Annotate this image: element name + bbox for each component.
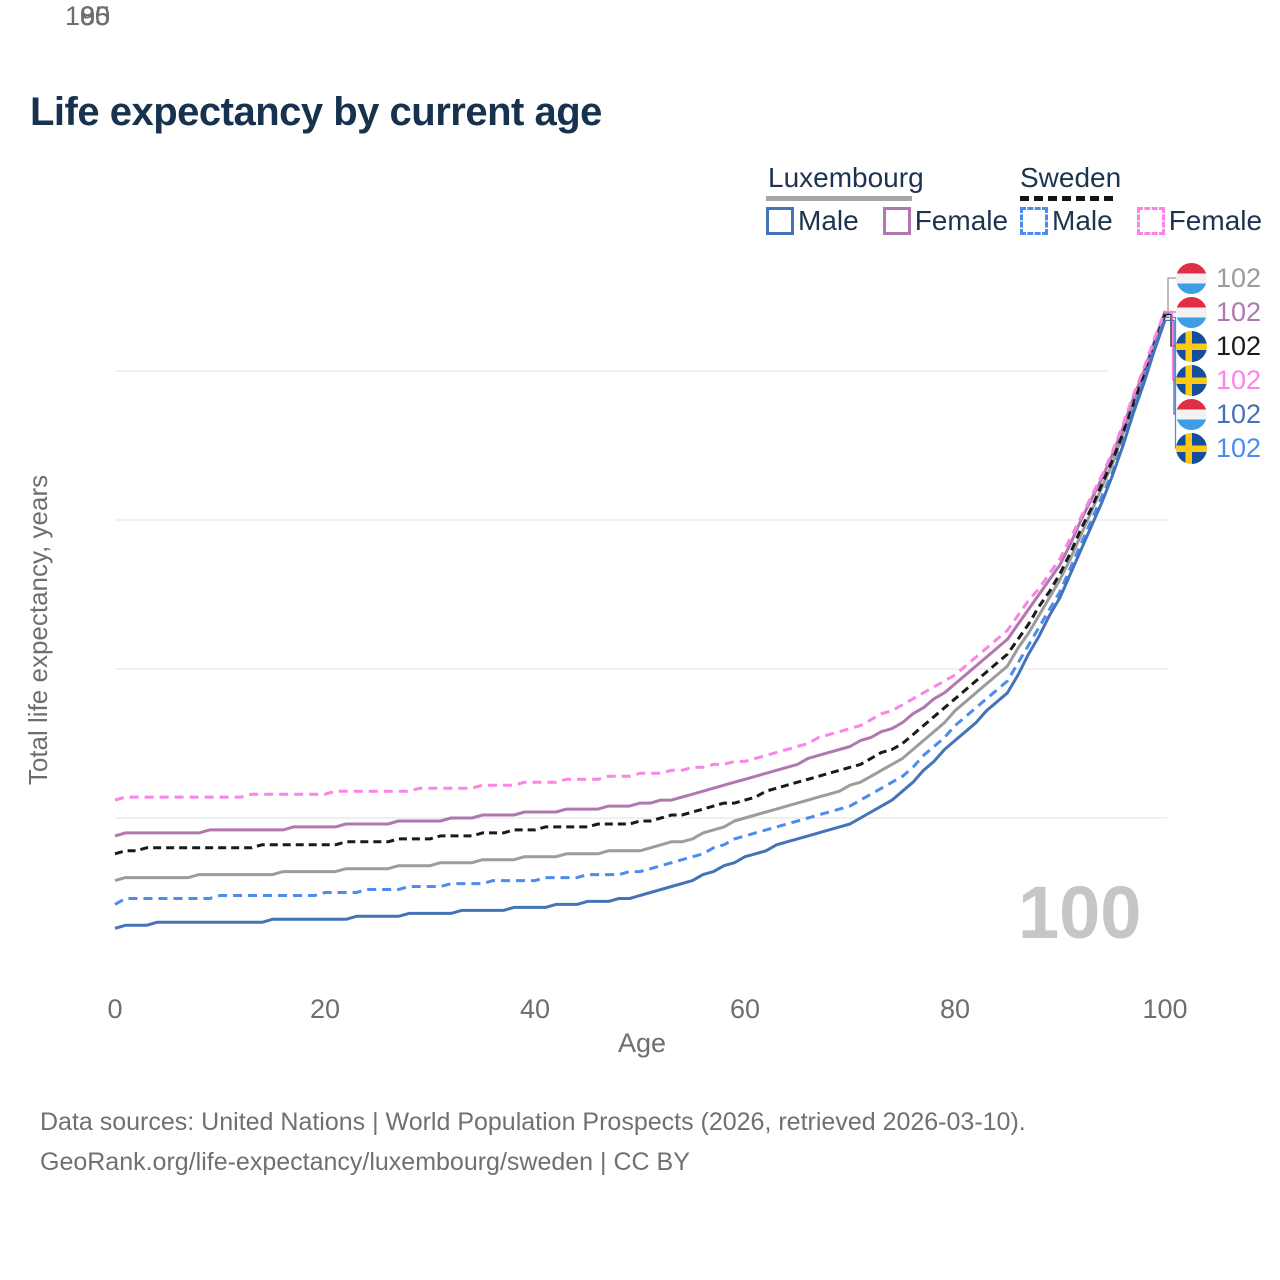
legend-item-sweden-male[interactable]: Male — [1020, 205, 1113, 237]
end-value: 102 — [1216, 330, 1262, 361]
sweden-female-swatch-icon — [1136, 207, 1165, 235]
y-tick-90: 90 — [79, 1, 110, 31]
x-tick-0: 0 — [107, 994, 123, 1024]
end-label-sweden-total: 102 — [1176, 329, 1261, 363]
legend-item-luxembourg-male[interactable]: Male — [766, 205, 859, 237]
x-tick-40: 40 — [519, 994, 551, 1024]
end-label-luxembourg-total: 102 — [1176, 261, 1261, 295]
end-value: 102 — [1216, 296, 1262, 327]
end-value: 102 — [1216, 432, 1262, 463]
data-sources-note: Data sources: United Nations | World Pop… — [40, 1108, 1026, 1136]
sweden-flag-icon — [1176, 330, 1207, 362]
end-label-sweden-female: 102 — [1176, 363, 1261, 397]
attribution-note: GeoRank.org/life-expectancy/luxembourg/s… — [40, 1148, 690, 1176]
x-tick-80: 80 — [939, 994, 971, 1024]
page-title: Life expectancy by current age — [30, 90, 602, 134]
sweden-male-swatch-icon — [1020, 207, 1048, 235]
luxembourg-flag-icon — [1176, 262, 1207, 294]
sweden-flag-icon — [1176, 364, 1207, 396]
chart-plot-area[interactable] — [0, 0, 1280, 1080]
luxembourg-male-swatch-icon — [766, 207, 794, 235]
end-label-sweden-male: 102 — [1176, 431, 1261, 465]
legend-label: Female — [1168, 205, 1263, 236]
end-value: 102 — [1216, 262, 1262, 293]
legend-row-sweden: Male Female — [1020, 205, 1280, 237]
luxembourg-female-swatch-icon — [882, 207, 911, 235]
legend-item-luxembourg-female[interactable]: Female — [882, 205, 1009, 237]
luxembourg-flag-icon — [1176, 398, 1207, 430]
legend-sweden-line-sample — [1020, 196, 1114, 201]
end-value: 102 — [1216, 364, 1262, 395]
y-tick-85: 85 — [79, 1, 110, 31]
hover-age-watermark: 100 — [1018, 871, 1142, 954]
luxembourg-flag-icon — [1176, 296, 1207, 328]
y-tick-95: 95 — [79, 1, 110, 31]
x-axis-label: Age — [617, 1028, 667, 1058]
x-tick-60: 60 — [729, 994, 761, 1024]
legend-group-luxembourg[interactable]: Luxembourg — [768, 162, 924, 193]
legend-row-luxembourg: Male Female — [766, 205, 1032, 237]
y-axis-label: Total life expectancy, years — [23, 474, 53, 786]
series-end-labels: 102 102 102 102 102 102 — [1176, 261, 1261, 465]
y-tick-100: 100 — [64, 1, 110, 31]
legend-luxembourg-line-sample — [766, 196, 912, 201]
legend-label: Female — [914, 205, 1009, 236]
x-tick-20: 20 — [309, 994, 341, 1024]
legend-label: Male — [798, 205, 859, 236]
legend-item-sweden-female[interactable]: Female — [1136, 205, 1263, 237]
legend-label: Male — [1052, 205, 1113, 236]
legend-group-sweden[interactable]: Sweden — [1020, 162, 1122, 193]
end-label-luxembourg-male: 102 — [1176, 397, 1261, 431]
end-value: 102 — [1216, 398, 1262, 429]
sweden-flag-icon — [1176, 432, 1207, 464]
end-label-luxembourg-female: 102 — [1176, 295, 1261, 329]
x-tick-100: 100 — [1142, 994, 1188, 1024]
